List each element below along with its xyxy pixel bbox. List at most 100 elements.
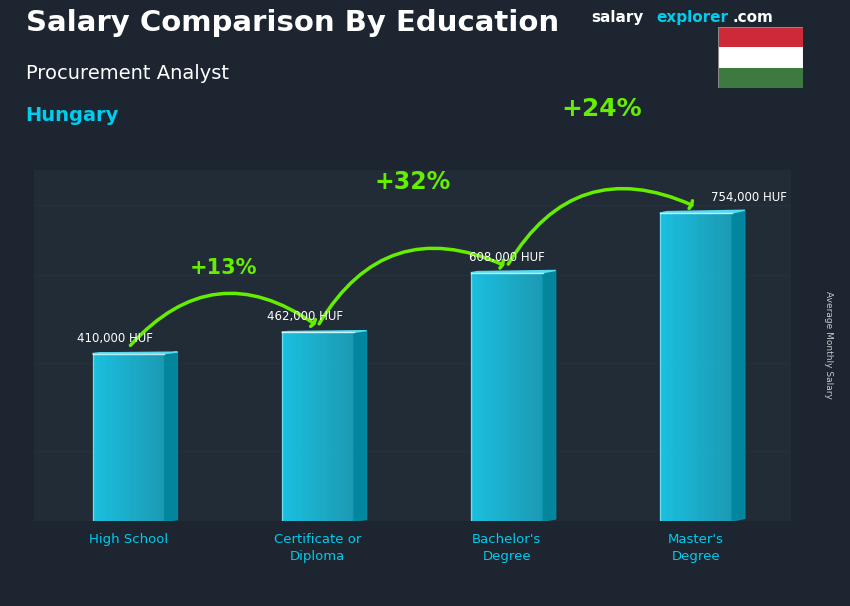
Bar (476, 273, 478, 521)
Bar (110, 353, 112, 521)
Bar (679, 213, 682, 521)
Text: 462,000 HUF: 462,000 HUF (267, 310, 343, 324)
Bar (473, 273, 476, 521)
Text: Master's
Degree: Master's Degree (668, 533, 724, 563)
Bar (492, 273, 495, 521)
Bar (124, 353, 126, 521)
Bar (500, 273, 502, 521)
Bar (718, 47, 803, 68)
Bar (507, 273, 509, 521)
Bar (289, 332, 292, 521)
Bar (105, 353, 107, 521)
Text: Bachelor's
Degree: Bachelor's Degree (473, 533, 541, 563)
Bar (330, 332, 332, 521)
Text: +13%: +13% (190, 258, 257, 278)
Bar (700, 213, 703, 521)
Bar (504, 273, 507, 521)
Bar (670, 213, 672, 521)
Bar (131, 353, 133, 521)
Bar (478, 273, 480, 521)
Bar (712, 213, 715, 521)
Polygon shape (660, 210, 745, 213)
Bar (303, 332, 306, 521)
Bar (301, 332, 303, 521)
Text: 754,000 HUF: 754,000 HUF (711, 191, 787, 204)
Bar (490, 273, 492, 521)
Bar (116, 353, 119, 521)
Bar (691, 213, 694, 521)
Bar (483, 273, 485, 521)
Bar (162, 353, 165, 521)
Bar (98, 353, 99, 521)
Bar (688, 213, 691, 521)
Bar (524, 273, 526, 521)
Bar (93, 353, 95, 521)
Bar (471, 273, 473, 521)
Bar (684, 213, 686, 521)
Bar (497, 273, 500, 521)
Polygon shape (732, 210, 745, 521)
Bar (529, 273, 530, 521)
Bar (136, 353, 139, 521)
Text: High School: High School (89, 533, 168, 546)
Bar (281, 332, 284, 521)
Bar (344, 332, 347, 521)
Text: +24%: +24% (561, 97, 642, 121)
Text: explorer: explorer (656, 10, 728, 25)
Bar (95, 353, 98, 521)
Bar (711, 213, 712, 521)
Bar (533, 273, 536, 521)
Bar (157, 353, 160, 521)
Bar (308, 332, 310, 521)
Text: Hungary: Hungary (26, 106, 119, 125)
Bar (139, 353, 140, 521)
Bar (703, 213, 705, 521)
Bar (327, 332, 330, 521)
Bar (660, 213, 662, 521)
Bar (112, 353, 114, 521)
Bar (677, 213, 679, 521)
Bar (292, 332, 294, 521)
Bar (325, 332, 327, 521)
Bar (686, 213, 688, 521)
Bar (682, 213, 684, 521)
Bar (694, 213, 696, 521)
Bar (128, 353, 131, 521)
Bar (530, 273, 533, 521)
Bar (662, 213, 665, 521)
Bar (334, 332, 337, 521)
Bar (526, 273, 529, 521)
Text: Average Monthly Salary: Average Monthly Salary (824, 291, 833, 399)
Bar (342, 332, 344, 521)
Bar (708, 213, 711, 521)
Bar (313, 332, 315, 521)
Polygon shape (543, 270, 556, 521)
Bar (348, 332, 351, 521)
Text: Procurement Analyst: Procurement Analyst (26, 64, 229, 82)
Bar (512, 273, 514, 521)
Bar (298, 332, 301, 521)
Bar (337, 332, 339, 521)
Bar (715, 213, 717, 521)
Bar (538, 273, 541, 521)
Bar (296, 332, 298, 521)
Bar (122, 353, 124, 521)
Polygon shape (93, 352, 178, 353)
Polygon shape (471, 270, 556, 273)
Bar (99, 353, 102, 521)
Text: Certificate or
Diploma: Certificate or Diploma (274, 533, 361, 563)
Bar (674, 213, 677, 521)
Text: 608,000 HUF: 608,000 HUF (469, 251, 545, 264)
Bar (126, 353, 128, 521)
Bar (143, 353, 145, 521)
Text: +32%: +32% (374, 170, 450, 194)
Polygon shape (354, 331, 366, 521)
Bar (322, 332, 325, 521)
Bar (729, 213, 732, 521)
Bar (541, 273, 543, 521)
Text: Salary Comparison By Education: Salary Comparison By Education (26, 9, 558, 37)
Bar (351, 332, 354, 521)
Bar (315, 332, 318, 521)
Bar (536, 273, 538, 521)
Bar (160, 353, 162, 521)
